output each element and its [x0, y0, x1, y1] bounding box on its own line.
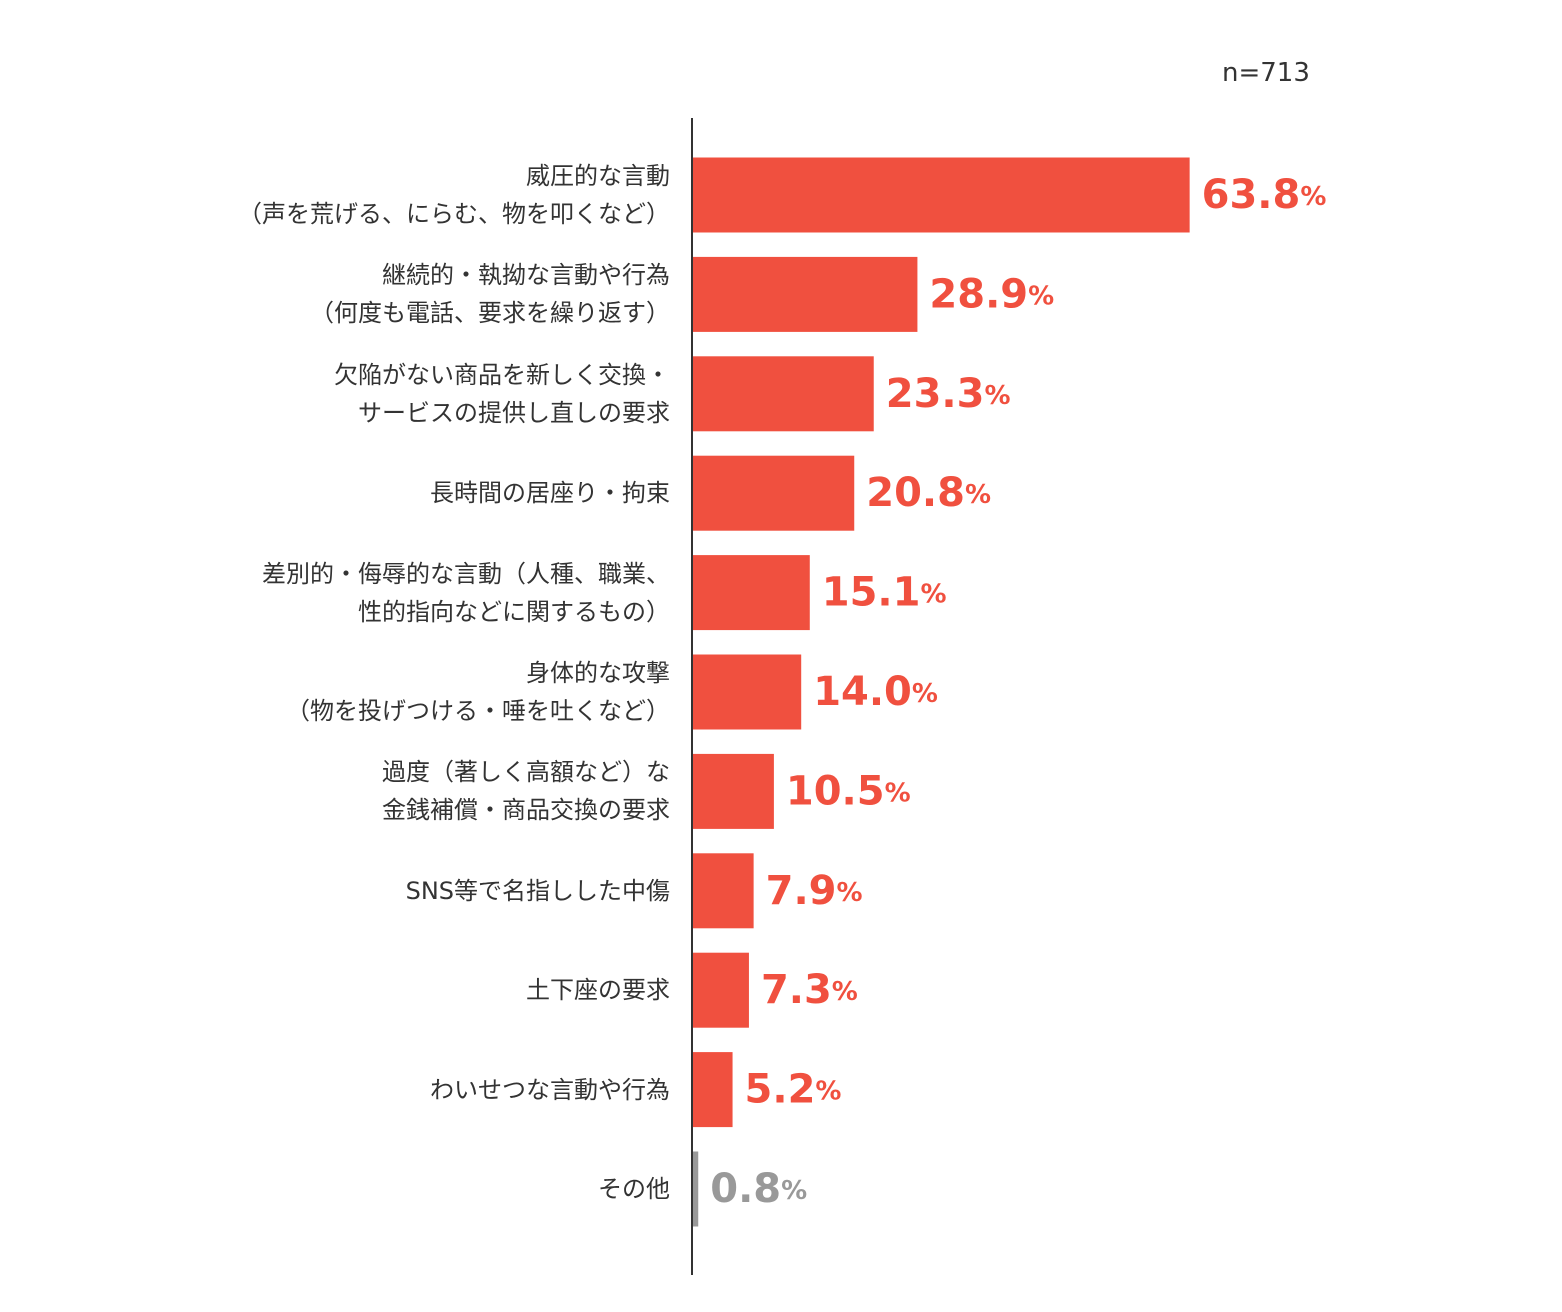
bar [692, 1151, 699, 1227]
value-label: 7.9% [766, 868, 863, 914]
value-label: 15.1% [822, 570, 947, 616]
category-label: 欠陥がない商品を新しく交換・ サービスの提供し直しの要求 [334, 360, 670, 427]
bar [692, 356, 874, 432]
category-label: 継続的・執拗な言動や行為 （何度も電話、要求を繰り返す） [310, 261, 670, 328]
category-label: SNS等で名指しした中傷 [405, 876, 670, 905]
category-label: 差別的・侮辱的な言動（人種、職業、 性的指向などに関するもの） [262, 559, 670, 626]
value-label: 28.9% [929, 271, 1054, 317]
value-label: 10.5% [786, 768, 911, 814]
bar [692, 654, 802, 730]
category-label: わいせつな言動や行為 [430, 1075, 670, 1104]
value-label: 20.8% [866, 470, 991, 516]
value-label: 5.2% [745, 1067, 842, 1113]
bar [692, 952, 749, 1028]
bar [692, 555, 810, 631]
bar [692, 455, 855, 531]
category-label: 威圧的な言動 （声を荒げる、にらむ、物を叩くなど） [238, 162, 670, 228]
value-label: 14.0% [813, 669, 938, 715]
category-label: 土下座の要求 [526, 976, 670, 1005]
category-label: 過度（著しく高額など）な 金銭補償・商品交換の要求 [382, 758, 670, 825]
sample-size: n=713 [1222, 58, 1310, 88]
bar [692, 853, 754, 929]
bar [692, 157, 1190, 233]
value-label: 23.3% [886, 371, 1011, 417]
value-label: 63.8% [1202, 172, 1327, 218]
category-label: その他 [598, 1175, 670, 1203]
bar [692, 753, 774, 829]
bar [692, 256, 918, 332]
value-label: 7.3% [761, 967, 858, 1013]
category-label: 身体的な攻撃 （物を投げつける・唾を吐くなど） [286, 659, 670, 725]
value-label: 0.8% [710, 1166, 807, 1212]
bar [692, 1052, 733, 1128]
category-label: 長時間の居座り・拘束 [430, 479, 670, 508]
